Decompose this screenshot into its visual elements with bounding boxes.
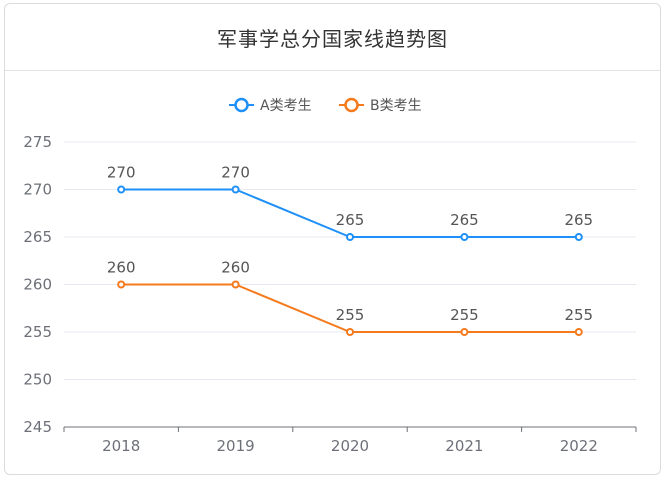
data-point [346, 233, 354, 241]
data-point [346, 328, 354, 336]
card-header: 军事学总分国家线趋势图 [5, 4, 660, 71]
data-label: 270 [107, 164, 136, 182]
data-label: 270 [221, 164, 250, 182]
data-label: 260 [107, 259, 136, 277]
data-label: 265 [450, 211, 479, 229]
x-tick-label: 2022 [560, 437, 598, 455]
data-point [460, 233, 469, 241]
y-tick-label: 275 [23, 133, 52, 151]
chart-card: 军事学总分国家线趋势图 [4, 3, 661, 475]
data-label: 265 [336, 211, 365, 229]
data-point [460, 328, 469, 336]
y-tick-label: 260 [23, 276, 52, 294]
chart-title: 军事学总分国家线趋势图 [217, 26, 448, 51]
data-label: 255 [336, 306, 365, 324]
legend-marker-1 [234, 97, 249, 113]
y-tick-label: 265 [23, 228, 52, 246]
legend-marker-2 [344, 97, 359, 113]
data-label: 255 [564, 306, 593, 324]
x-tick-label: 2020 [331, 437, 369, 455]
legend-label: B类考生 [370, 98, 422, 114]
data-point [574, 233, 583, 241]
x-tick-label: 2019 [217, 437, 255, 455]
y-tick-label: 255 [23, 323, 52, 341]
x-tick-label: 2021 [445, 437, 483, 455]
data-label: 260 [221, 259, 250, 277]
data-label: 265 [564, 211, 593, 229]
data-point [231, 185, 240, 194]
data-point [117, 280, 126, 289]
data-point [117, 185, 126, 194]
legend-label: A类考生 [260, 98, 312, 114]
y-tick-label: 245 [23, 418, 52, 436]
data-point [574, 328, 583, 336]
y-tick-label: 250 [23, 371, 52, 389]
data-label: 255 [450, 306, 479, 324]
x-tick-label: 2018 [102, 437, 140, 455]
y-tick-label: 270 [23, 181, 52, 199]
data-point [231, 280, 240, 289]
